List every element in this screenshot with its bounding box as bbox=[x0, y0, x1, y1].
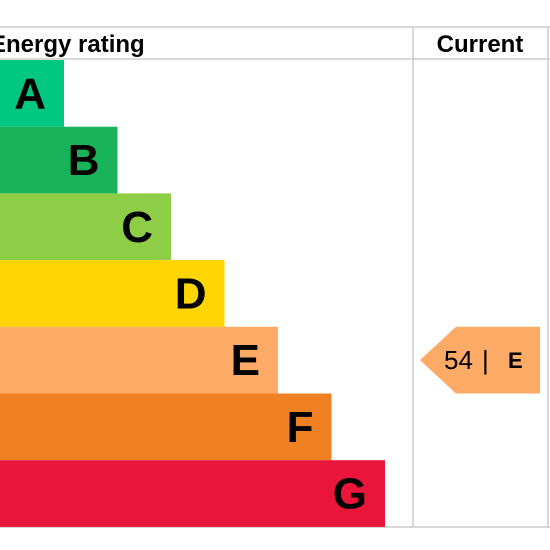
current-band-letter: E bbox=[508, 348, 523, 373]
current-separator: | bbox=[482, 345, 489, 375]
band-g-label: G bbox=[333, 470, 367, 519]
band-b-bar bbox=[0, 126, 118, 194]
band-e-bar bbox=[0, 326, 278, 394]
band-e-label: E bbox=[231, 336, 260, 385]
band-g-bar bbox=[0, 460, 385, 527]
band-f-label: F bbox=[287, 403, 314, 452]
band-c-label: C bbox=[121, 203, 153, 252]
current-rating-arrow bbox=[420, 326, 540, 394]
band-c-bar bbox=[0, 193, 171, 261]
band-b-label: B bbox=[68, 136, 100, 185]
band-f-bar bbox=[0, 393, 332, 461]
current-rating-indicator: 54 | E bbox=[420, 326, 540, 394]
band-a-bar bbox=[0, 60, 64, 127]
band-d-bar bbox=[0, 260, 225, 327]
band-a-label: A bbox=[14, 69, 46, 118]
chart-grid bbox=[0, 26, 550, 528]
band-d-label: D bbox=[175, 269, 207, 318]
chart-title: Energy rating bbox=[0, 31, 145, 58]
current-score: 54 bbox=[444, 345, 473, 375]
column-header-current: Current bbox=[437, 31, 524, 58]
